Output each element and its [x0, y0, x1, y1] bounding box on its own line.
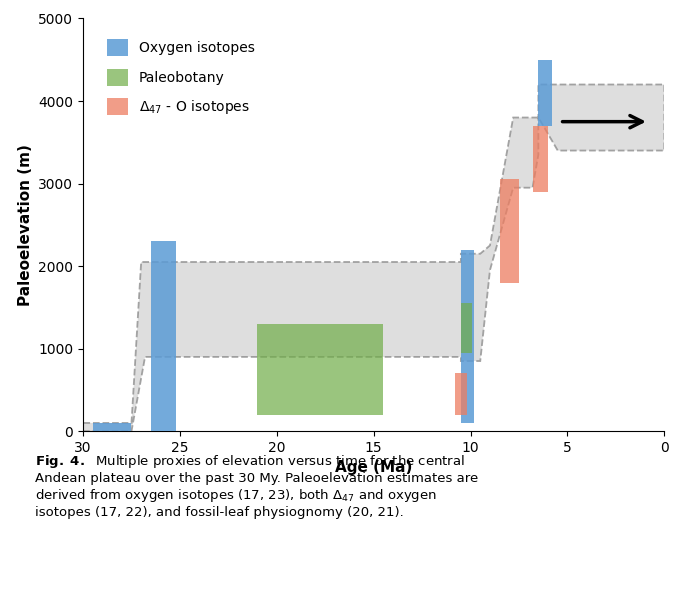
Bar — [538, 60, 552, 126]
Y-axis label: Paleoelevation (m): Paleoelevation (m) — [17, 144, 33, 306]
Bar — [533, 126, 548, 192]
Text: $\mathbf{Fig.\ 4.}$  Multiple proxies of elevation versus time for the central
A: $\mathbf{Fig.\ 4.}$ Multiple proxies of … — [35, 453, 478, 519]
Bar — [455, 373, 466, 415]
Bar — [151, 241, 176, 431]
Polygon shape — [83, 84, 664, 431]
X-axis label: Age (Ma): Age (Ma) — [335, 461, 412, 476]
Bar — [500, 179, 519, 283]
Bar — [257, 324, 383, 415]
Bar — [461, 249, 475, 423]
Bar — [461, 303, 473, 353]
Bar — [93, 423, 131, 431]
Legend: Oxygen isotopes, Paleobotany, $\Delta_{47}$ - O isotopes: Oxygen isotopes, Paleobotany, $\Delta_{4… — [102, 34, 261, 122]
